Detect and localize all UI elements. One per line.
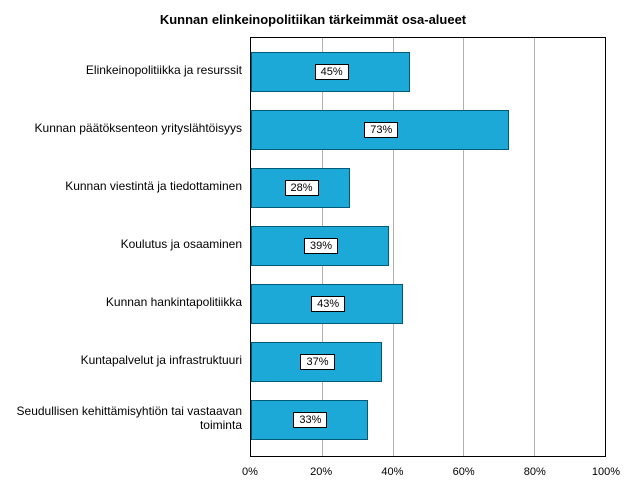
bar-row: 73%	[251, 110, 605, 150]
bar-value-label: 73%	[364, 122, 398, 138]
bar-value-label: 43%	[311, 296, 345, 312]
plot-area: 45% 73% 28% 39% 43% 37% 33%	[250, 37, 606, 457]
x-tick: 100%	[592, 466, 620, 478]
y-axis-label: Kunnan viestintä ja tiedottaminen	[12, 179, 242, 193]
bar-value-label: 39%	[304, 238, 338, 254]
bar-value-label: 45%	[315, 64, 349, 80]
x-axis: 0%20%40%60%80%100%	[250, 466, 606, 486]
y-axis-label: Elinkeinopolitiikka ja resurssit	[12, 63, 242, 77]
chart-title: Kunnan elinkeinopolitiikan tärkeimmät os…	[0, 0, 626, 37]
bar-value-label: 33%	[293, 412, 327, 428]
y-axis-label: Kunnan päätöksenteon yrityslähtöisyys	[12, 121, 242, 135]
x-tick: 60%	[453, 466, 475, 478]
bar-row: 28%	[251, 168, 605, 208]
bar-value-label: 37%	[300, 354, 334, 370]
y-axis-label: Kunnan hankintapolitiikka	[12, 295, 242, 309]
x-tick: 20%	[310, 466, 332, 478]
x-tick: 80%	[524, 466, 546, 478]
bar-row: 39%	[251, 226, 605, 266]
y-axis-label: Koulutus ja osaaminen	[12, 237, 242, 251]
bar-row: 45%	[251, 52, 605, 92]
chart-container: Kunnan elinkeinopolitiikan tärkeimmät os…	[0, 0, 626, 501]
bar-row: 37%	[251, 342, 605, 382]
x-tick: 0%	[242, 466, 258, 478]
y-axis-label: Seudullisen kehittämisyhtiön tai vastaav…	[12, 404, 242, 433]
bar-row: 33%	[251, 400, 605, 440]
y-axis-label: Kuntapalvelut ja infrastruktuuri	[12, 353, 242, 367]
bar-row: 43%	[251, 284, 605, 324]
x-tick: 40%	[381, 466, 403, 478]
plot-wrap: 45%73%28%39%43%37%33% Elinkeinopolitiikk…	[250, 37, 606, 457]
bar-value-label: 28%	[285, 180, 319, 196]
